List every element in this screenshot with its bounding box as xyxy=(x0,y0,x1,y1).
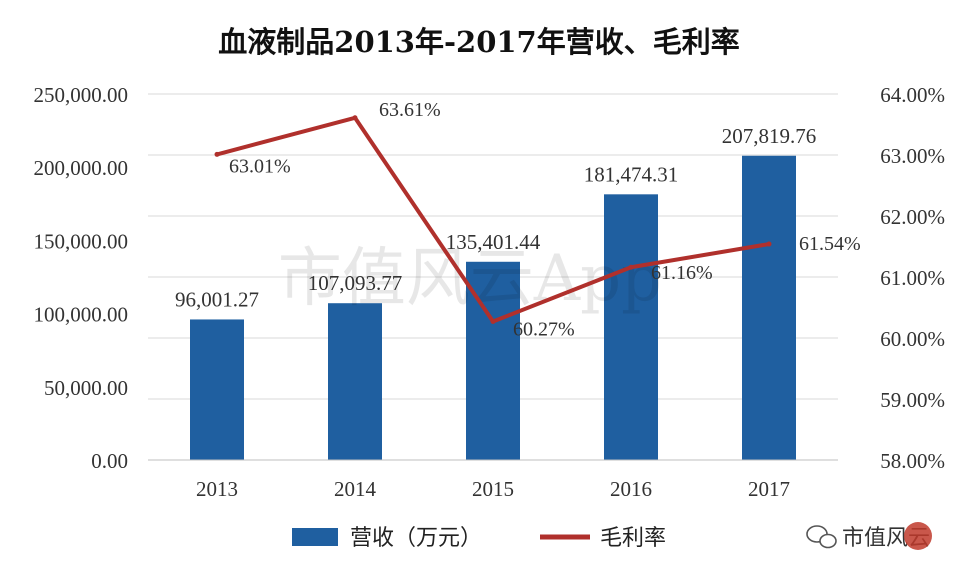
legend: 营收（万元） 毛利率 xyxy=(292,526,666,551)
legend-label-margin: 毛利率 xyxy=(600,526,666,551)
legend-label-revenue: 营收（万元） xyxy=(350,526,482,551)
line-data-label: 61.16% xyxy=(651,262,713,284)
x-axis-tick-label: 2015 xyxy=(472,477,514,501)
bar-data-label: 207,819.76 xyxy=(722,124,817,148)
data-labels: 96,001.27 107,093.77 135,401.44 181,474.31 2… xyxy=(175,99,861,341)
left-axis-tick-label: 0.00 xyxy=(91,449,128,473)
line-data-label: 60.27% xyxy=(513,319,575,341)
x-axis-tick-label: 2014 xyxy=(334,477,377,501)
axes: 0.00 50,000.00 100,000.00 150,000.00 200,000… xyxy=(34,83,946,501)
line-point xyxy=(628,264,634,270)
left-axis-tick-label: 200,000.00 xyxy=(34,156,129,180)
line-point xyxy=(766,241,772,247)
line-data-label: 63.01% xyxy=(229,155,291,177)
x-axis-tick-label: 2013 xyxy=(196,477,238,501)
x-axis-tick-label: 2016 xyxy=(610,477,652,501)
brand-badge: 市值风云 xyxy=(806,522,932,551)
bar xyxy=(742,155,796,460)
line-series xyxy=(214,115,772,325)
wechat-icon xyxy=(806,525,837,549)
line-data-label: 63.61% xyxy=(379,99,441,121)
right-axis-tick-label: 60.00% xyxy=(880,327,945,351)
right-axis-tick-label: 58.00% xyxy=(880,449,945,473)
bar-series xyxy=(190,155,796,461)
right-axis-tick-label: 62.00% xyxy=(880,205,945,229)
bar-data-label: 96,001.27 xyxy=(175,287,259,311)
right-axis-tick-label: 61.00% xyxy=(880,266,945,290)
left-axis-tick-label: 150,000.00 xyxy=(34,229,129,253)
bar-data-label: 135,401.44 xyxy=(446,230,541,254)
bar-data-label: 107,093.77 xyxy=(308,271,403,295)
bar xyxy=(328,303,382,460)
bar-data-label: 181,474.31 xyxy=(584,162,679,186)
left-axis-tick-label: 100,000.00 xyxy=(34,303,129,327)
left-axis-tick-label: 50,000.00 xyxy=(44,376,128,400)
legend-swatch-bar xyxy=(292,528,338,546)
chart-title: 血液制品2013年-2017年营收、毛利率 xyxy=(218,25,739,59)
x-axis-tick-label: 2017 xyxy=(748,477,790,501)
line-data-label: 61.54% xyxy=(799,233,861,255)
brand-logo-icon xyxy=(904,522,932,550)
bar xyxy=(604,194,658,461)
bar xyxy=(190,319,244,460)
right-axis-tick-label: 64.00% xyxy=(880,83,945,107)
line-point xyxy=(490,319,496,325)
line-point xyxy=(352,115,358,121)
left-axis-tick-label: 250,000.00 xyxy=(34,83,129,107)
line-point xyxy=(214,151,220,157)
right-axis-tick-label: 59.00% xyxy=(880,388,945,412)
right-axis-tick-label: 63.00% xyxy=(880,144,945,168)
